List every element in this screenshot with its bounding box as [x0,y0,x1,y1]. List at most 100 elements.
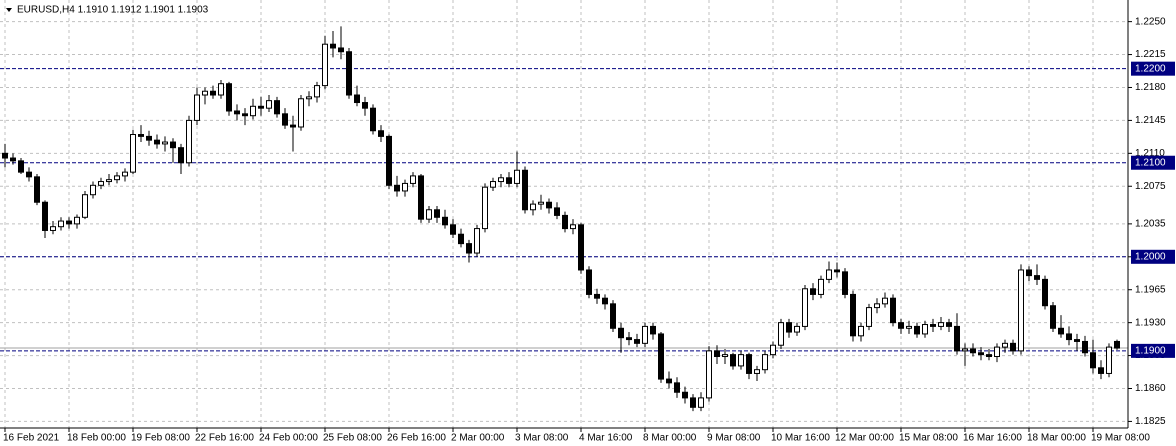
candle-body [274,100,280,115]
candle-body [386,135,392,186]
candle-body [1082,340,1088,354]
candle-body [994,346,1000,358]
candle-body [730,354,736,367]
candle-body [210,90,216,96]
candle-body [602,297,608,305]
candle-body [250,105,256,117]
candle-body [410,175,416,184]
candle-body [562,214,568,230]
candle-body [810,288,816,295]
candle-body [514,169,520,184]
x-tick-label: 18 Mar 00:00 [1027,433,1086,444]
candle-body [818,278,824,295]
x-tick-label: 25 Feb 08:00 [323,433,382,444]
candle-body [154,139,160,145]
candle-body [666,378,672,384]
candle-body [162,141,168,145]
x-tick-label: 3 Mar 08:00 [515,433,569,444]
candle-body [778,322,784,346]
candle-body [842,271,848,295]
candle-body [642,325,648,344]
level-label-box [1131,61,1175,76]
level-label-box [1131,249,1175,264]
candle-body [450,224,456,235]
candle-body [146,135,152,141]
candle-body [890,297,896,324]
candle-body [722,354,728,358]
candle-body [610,303,616,329]
candle-body [826,269,832,280]
y-tick-label: 1.1825 [1135,416,1166,427]
candle-body [618,327,624,339]
candle-body [322,43,328,87]
candle-body [482,186,488,230]
candles [2,26,1120,412]
candle-body [770,344,776,356]
candle-body [266,100,272,109]
candle-body [370,107,376,132]
x-tick-label: 24 Feb 00:00 [259,433,318,444]
y-tick-label: 1.2035 [1135,219,1166,230]
candle-body [114,175,120,181]
y-tick-label: 1.1930 [1135,317,1166,328]
candle-body [594,293,600,299]
candle-body [330,43,336,49]
candle-body [1034,275,1040,280]
candle-body [178,147,184,164]
candle-body [634,339,640,344]
x-tick-label: 4 Mar 16:00 [579,433,633,444]
candle-body [970,348,976,354]
candle-body [946,322,952,327]
candle-body [962,348,968,352]
candle-body [426,209,432,220]
candle-body [834,269,840,273]
x-tick-label: 8 Mar 00:00 [643,433,697,444]
candle-body [122,171,128,177]
y-tick-label: 1.2110 [1135,148,1165,159]
candle-body [242,113,248,117]
candle-body [98,181,104,186]
x-tick-label: 26 Feb 16:00 [387,433,446,444]
candle-body [10,157,16,162]
candle-body [986,354,992,358]
candle-body [762,354,768,371]
candle-body [106,179,112,183]
candle-body [898,322,904,329]
candle-body [1058,327,1064,335]
candle-body [82,194,88,218]
candle-body [50,226,56,231]
candle-body [498,177,504,183]
candle-body [938,322,944,327]
x-tick-label: 18 Feb 00:00 [67,433,126,444]
candle-body [1002,342,1008,348]
candle-body [658,333,664,380]
candle-body [1090,352,1096,369]
y-tick-label: 1.1965 [1135,284,1166,295]
y-tick-label: 1.1860 [1135,383,1166,394]
candle-body [258,105,264,109]
y-tick-label: 1.2215 [1135,49,1166,60]
candle-body [802,288,808,327]
candle-body [954,325,960,352]
menu-triangle [6,8,12,12]
candle-body [850,293,856,337]
x-tick-label: 19 Mar 08:00 [1091,433,1150,444]
candle-body [754,369,760,374]
candle-body [554,207,560,216]
candle-body [650,325,656,335]
candle-body [746,354,752,374]
candle-body [874,303,880,309]
candle-body [794,325,800,333]
y-tick-label: 1.2145 [1135,115,1166,126]
candle-body [1042,278,1048,307]
candle-body [282,113,288,126]
candle-body [290,124,296,128]
candle-body [914,325,920,335]
candle-body [362,102,368,109]
candle-body [858,325,864,337]
candle-body [466,243,472,254]
candle-body [1066,333,1072,341]
